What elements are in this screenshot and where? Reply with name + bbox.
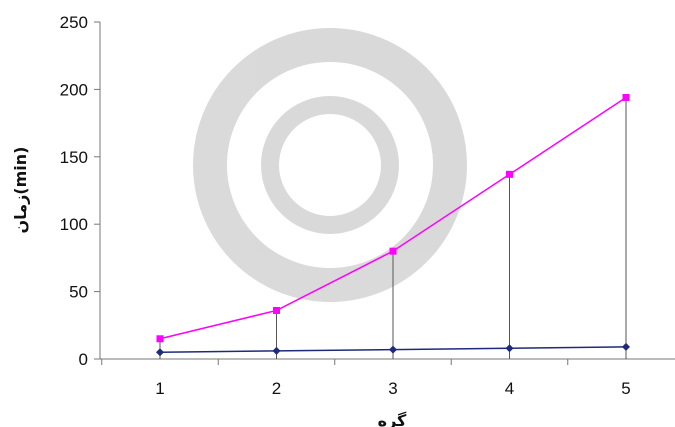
y-tick-label: 200 <box>60 80 88 99</box>
data-point-square <box>622 93 630 101</box>
series-layer <box>156 93 630 357</box>
x-axis-title: گره <box>378 411 407 427</box>
y-tick-label: 50 <box>69 283 88 302</box>
tick-labels: 0 50 100 150 200 250 1 2 3 4 5 <box>60 13 631 398</box>
x-tick-label: 1 <box>155 379 164 398</box>
data-point-diamond <box>272 346 281 355</box>
watermark <box>193 28 467 302</box>
data-point-square <box>389 247 397 255</box>
y-axis-title: زمان(min) <box>11 147 30 234</box>
x-tick-label: 3 <box>388 379 397 398</box>
y-tick-label: 250 <box>60 13 88 32</box>
data-point-square <box>506 170 513 178</box>
axes <box>94 21 675 365</box>
data-point-square <box>156 335 164 343</box>
x-tick-label: 2 <box>272 379 281 398</box>
y-tick-label: 150 <box>60 148 88 167</box>
y-tick-label: 0 <box>79 350 88 369</box>
data-point-diamond <box>505 344 514 353</box>
x-tick-label: 4 <box>505 379 514 398</box>
data-point-square <box>273 306 280 314</box>
data-point-diamond <box>389 345 397 354</box>
y-tick-label: 100 <box>60 215 88 234</box>
data-point-diamond <box>622 342 630 351</box>
data-point-diamond <box>156 348 164 357</box>
x-tick-label: 5 <box>621 379 630 398</box>
